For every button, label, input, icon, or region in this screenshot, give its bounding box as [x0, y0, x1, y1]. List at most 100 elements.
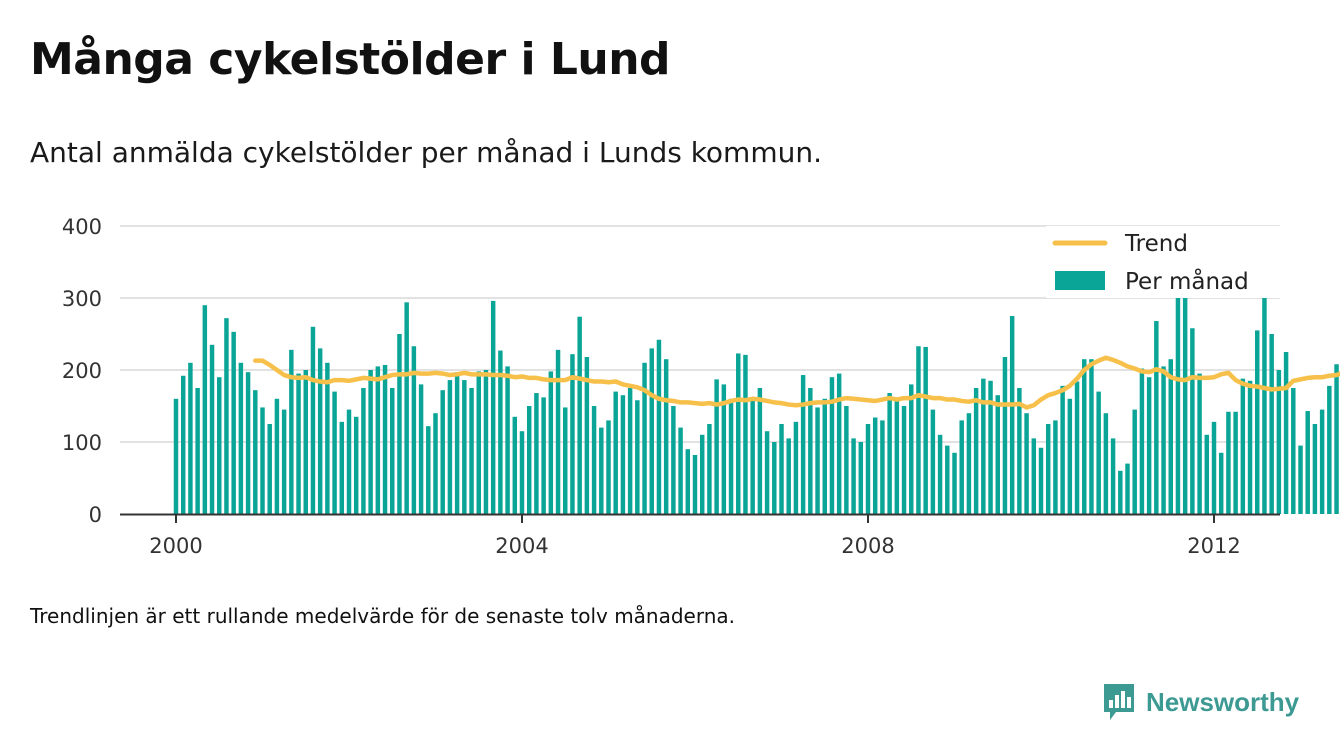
bar	[1233, 411, 1238, 514]
bar	[829, 377, 835, 514]
bar	[224, 318, 229, 514]
bar	[678, 427, 683, 514]
bar	[1118, 470, 1123, 514]
bar	[1204, 434, 1210, 514]
bar	[353, 416, 359, 514]
bar	[1031, 438, 1037, 514]
bar	[469, 388, 474, 514]
bar	[736, 353, 741, 514]
bar	[1319, 409, 1325, 514]
bar	[1276, 370, 1282, 514]
bar	[1154, 321, 1159, 514]
bar	[844, 406, 849, 514]
bar	[599, 427, 604, 514]
bar	[894, 398, 900, 514]
bar	[858, 442, 864, 514]
bar	[447, 380, 453, 514]
bar	[649, 348, 654, 514]
bar	[195, 388, 200, 514]
bar	[526, 406, 532, 514]
bar	[426, 426, 431, 514]
bar	[699, 434, 705, 514]
bar	[1082, 359, 1087, 514]
bar	[534, 393, 539, 514]
bar	[440, 390, 445, 514]
bar	[1175, 280, 1181, 514]
brand-logo: Newsworthy	[1102, 682, 1299, 722]
bar	[1291, 388, 1296, 514]
bar	[433, 413, 438, 514]
bar	[909, 384, 914, 514]
bar	[1053, 420, 1058, 514]
bar	[1139, 368, 1145, 514]
bar	[872, 417, 878, 514]
bar	[620, 395, 626, 514]
bar	[541, 397, 546, 514]
bar	[764, 431, 770, 514]
bars-per-manad	[173, 246, 1339, 514]
bar	[642, 362, 647, 514]
bar	[1190, 328, 1195, 514]
y-tick-label: 300	[62, 287, 102, 311]
bar	[296, 373, 301, 514]
bar	[945, 445, 950, 514]
bar	[1168, 359, 1173, 514]
bar	[880, 420, 885, 514]
bar	[692, 454, 698, 514]
y-tick-label: 200	[62, 359, 102, 383]
bar	[1045, 424, 1051, 514]
bar	[1074, 381, 1080, 514]
bar	[317, 348, 323, 514]
bar	[952, 452, 957, 514]
y-tick-label: 100	[62, 431, 102, 455]
bar	[462, 380, 467, 514]
chart-subtitle: Antal anmälda cykelstölder per månad i L…	[30, 136, 822, 169]
bar	[930, 409, 936, 514]
bar	[800, 375, 806, 514]
bar	[404, 302, 409, 514]
legend: Trend Per månad	[1046, 226, 1280, 298]
bar	[627, 388, 633, 514]
bar	[1305, 411, 1310, 514]
bar	[937, 434, 943, 514]
bar	[490, 300, 496, 514]
bar	[815, 407, 820, 514]
bar	[281, 409, 287, 514]
bar	[1017, 388, 1022, 514]
bar	[418, 384, 424, 514]
bar	[570, 354, 575, 514]
bar	[851, 438, 856, 514]
bar	[793, 421, 799, 514]
x-axis: 2000200420082012201620202024	[149, 514, 1241, 558]
bar	[1211, 421, 1217, 514]
bar	[1269, 334, 1274, 514]
bar	[202, 305, 208, 514]
y-axis: 0 100 200 300 400	[62, 215, 102, 527]
bar	[1125, 463, 1130, 514]
bar	[743, 354, 748, 514]
x-tick-label: 2004	[495, 534, 548, 558]
bar	[310, 326, 316, 514]
bar	[289, 349, 294, 514]
bar	[512, 416, 518, 514]
bar	[209, 344, 215, 514]
bar	[245, 372, 251, 514]
legend-per-manad-swatch	[1055, 271, 1105, 290]
bar	[584, 357, 590, 514]
bar	[772, 442, 777, 514]
bar	[519, 431, 525, 514]
bar	[1327, 385, 1332, 514]
bar	[779, 424, 784, 514]
bar	[397, 334, 402, 514]
bar	[1226, 411, 1231, 514]
bar	[1096, 391, 1101, 514]
bar	[671, 406, 676, 514]
bar	[663, 359, 669, 514]
bar	[1024, 413, 1029, 514]
bar	[1240, 378, 1246, 514]
bar	[1089, 359, 1094, 514]
x-tick-label: 2012	[1187, 534, 1240, 558]
bar	[1161, 366, 1166, 514]
bar	[1110, 438, 1116, 514]
